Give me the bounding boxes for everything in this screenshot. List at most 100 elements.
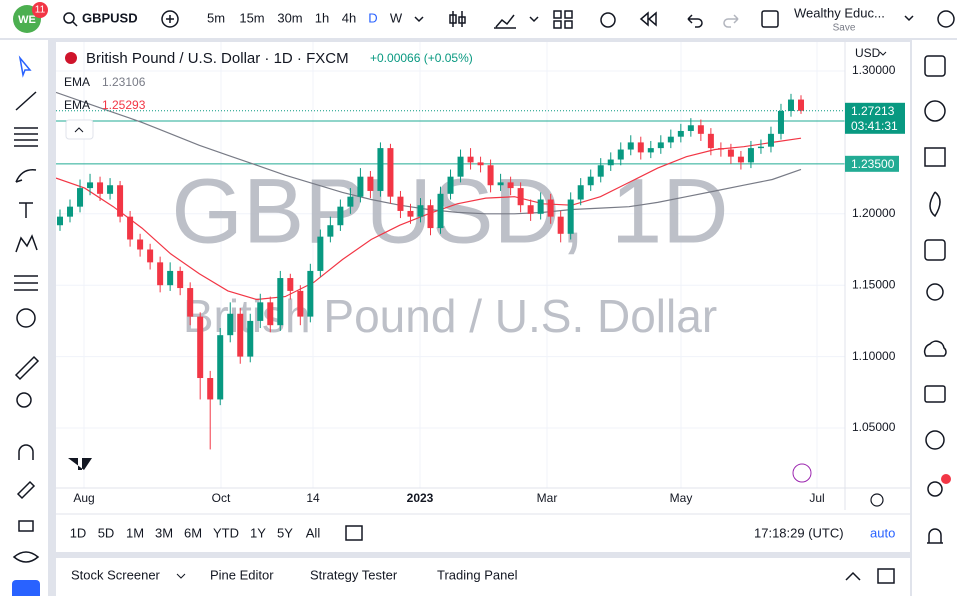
candle-body <box>787 99 794 111</box>
watchlist[interactable] <box>924 55 946 77</box>
candle-body <box>327 225 334 237</box>
settings[interactable] <box>937 10 955 28</box>
candle-body <box>607 159 614 166</box>
symbol[interactable]: GBPUSD <box>82 10 138 25</box>
interval[interactable]: 4h <box>342 10 356 25</box>
candle-body <box>647 148 654 153</box>
interval-menu[interactable] <box>414 16 424 23</box>
calendar[interactable] <box>924 239 946 261</box>
account-menu[interactable] <box>904 15 914 22</box>
panel-tab[interactable]: Stock Screener <box>71 567 161 582</box>
date-range-icon[interactable] <box>345 525 363 541</box>
data-window[interactable] <box>925 430 945 450</box>
brush-tool[interactable] <box>15 169 37 183</box>
compare-button[interactable] <box>161 10 179 28</box>
interval[interactable]: 5m <box>207 10 225 25</box>
candle-body <box>437 193 444 229</box>
range-button[interactable]: All <box>306 525 321 540</box>
range-button[interactable]: YTD <box>213 525 239 540</box>
panel-tab[interactable]: Trading Panel <box>437 567 518 582</box>
candle-body <box>377 148 384 191</box>
streams[interactable] <box>923 340 947 357</box>
chart-type[interactable] <box>449 11 466 27</box>
measure-tool[interactable] <box>14 355 40 381</box>
notification-dot <box>941 474 951 484</box>
hotlists[interactable] <box>929 191 941 218</box>
candle-body <box>717 148 724 150</box>
interval[interactable]: D <box>368 10 377 25</box>
candle-body <box>557 216 564 234</box>
prediction-tool[interactable] <box>14 275 38 291</box>
candle-body <box>507 182 514 189</box>
top-toolbar <box>0 0 957 38</box>
stay-drawing[interactable] <box>16 480 36 500</box>
indicators-button[interactable] <box>494 14 516 29</box>
interval[interactable]: 30m <box>277 10 302 25</box>
chats[interactable] <box>924 385 946 403</box>
replay-button[interactable] <box>639 11 657 27</box>
icon-tool[interactable] <box>16 308 36 328</box>
range-button[interactable]: 1D <box>70 525 87 540</box>
range-button[interactable]: 6M <box>184 525 202 540</box>
candle-body <box>67 206 74 217</box>
text-tool[interactable] <box>19 202 33 218</box>
collapse-legend[interactable] <box>65 119 94 140</box>
zoom-tool[interactable] <box>16 392 32 408</box>
save-label[interactable]: Save <box>833 23 856 34</box>
axis-settings[interactable] <box>870 493 884 507</box>
panel-tab[interactable]: Pine Editor <box>210 567 274 582</box>
candle-body <box>347 196 354 207</box>
countdown: 03:41:31 <box>851 119 898 133</box>
events-icon[interactable] <box>792 463 812 483</box>
price-axis: 1.300001.200001.150001.100001.050001.265… <box>845 63 905 434</box>
range-button[interactable]: 5Y <box>277 525 293 540</box>
candle-body <box>627 142 634 150</box>
currency[interactable]: USD <box>855 46 881 60</box>
indicator-name[interactable]: EMA <box>64 98 90 112</box>
candle-body <box>207 378 214 400</box>
candle-body <box>267 302 274 326</box>
layouts[interactable] <box>553 10 573 29</box>
redo[interactable] <box>723 14 739 28</box>
broadcasts[interactable] <box>927 481 943 497</box>
news[interactable] <box>924 147 946 167</box>
cursor-tool[interactable] <box>18 55 32 78</box>
interval[interactable]: W <box>390 10 403 25</box>
interval[interactable]: 15m <box>239 10 264 25</box>
indicators-menu[interactable] <box>529 16 539 23</box>
candle-body <box>547 199 554 217</box>
magnet-tool[interactable] <box>18 444 34 460</box>
currency-menu[interactable] <box>879 51 887 56</box>
alert-button[interactable] <box>600 12 616 28</box>
range-button[interactable]: 1Y <box>250 525 266 540</box>
panel-maximize[interactable] <box>877 568 895 584</box>
panel-tab-menu[interactable] <box>176 573 186 579</box>
time-label: Oct <box>212 491 231 505</box>
fib-tool[interactable] <box>14 127 38 147</box>
alerts[interactable] <box>924 100 946 122</box>
ideas[interactable] <box>926 283 944 301</box>
interval[interactable]: 1h <box>315 10 329 25</box>
candle-body <box>307 270 314 317</box>
indicator-name[interactable]: EMA <box>64 75 90 89</box>
trash-tool[interactable] <box>12 580 40 596</box>
range-button[interactable]: 1M <box>126 525 144 540</box>
pattern-tool[interactable] <box>15 234 38 253</box>
range-button[interactable]: 5D <box>98 525 115 540</box>
auto-scale[interactable]: auto <box>870 525 895 540</box>
lock-tool[interactable] <box>18 520 34 532</box>
indicator-value: 1.23106 <box>102 75 146 89</box>
hide-tool[interactable] <box>12 551 40 563</box>
account-name[interactable]: Wealthy Educ... <box>794 5 885 20</box>
trend-line-tool[interactable] <box>15 91 37 111</box>
range-button[interactable]: 3M <box>155 525 173 540</box>
undo[interactable] <box>687 14 703 28</box>
search-icon[interactable] <box>63 12 75 24</box>
candle-body <box>707 133 714 149</box>
panel-expand[interactable] <box>845 571 861 581</box>
panel-tab[interactable]: Strategy Tester <box>310 567 398 582</box>
clock[interactable]: 17:18:29 (UTC) <box>754 525 844 540</box>
layout-toggle[interactable] <box>761 10 779 28</box>
notifications[interactable] <box>927 528 943 544</box>
badge-count: 11 <box>35 5 46 16</box>
